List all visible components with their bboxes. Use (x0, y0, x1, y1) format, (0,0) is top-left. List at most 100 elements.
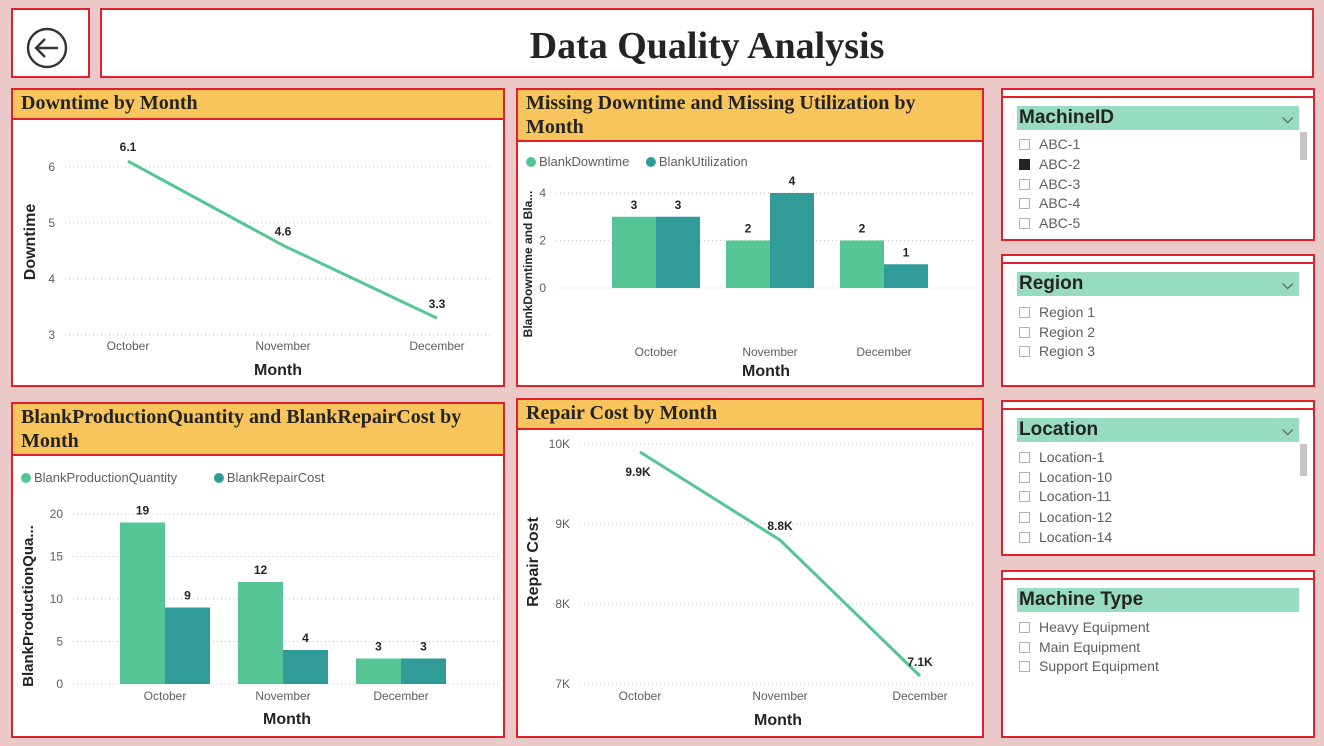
data-label: 3 (375, 640, 382, 654)
region-slicer-header[interactable]: Region ⌵ (1017, 272, 1299, 296)
y-axis-title: BlankDowntime and Bla... (521, 191, 535, 338)
scrollbar[interactable] (1300, 444, 1307, 476)
repair-cost-line (639, 450, 922, 678)
downtime-chart[interactable]: Downtime by Month 6 5 4 3 October November Dec… (11, 88, 505, 387)
y-tick-label: 2 (539, 234, 546, 248)
downtime-chart-title: Downtime by Month (13, 90, 503, 120)
machineid-option[interactable]: ABC-1 (1019, 134, 1080, 154)
data-label: 4 (789, 174, 796, 188)
x-tick-label: October (619, 689, 662, 703)
checkbox-checked[interactable] (1019, 158, 1030, 170)
data-label: 19 (136, 504, 150, 518)
region-slicer-title: Region (1019, 273, 1084, 294)
x-tick-label: November (255, 339, 310, 353)
missing-chart-title: Missing Downtime and Missing Utilization… (518, 90, 982, 142)
x-axis-title: Month (742, 363, 790, 380)
checkbox[interactable] (1019, 197, 1030, 209)
y-tick-label: 0 (539, 281, 546, 295)
checkbox[interactable] (1019, 306, 1030, 318)
bar (165, 607, 210, 684)
y-tick-label: 6 (48, 160, 55, 174)
checkbox[interactable] (1019, 471, 1030, 483)
x-tick-label: October (635, 345, 678, 359)
x-tick-label: December (373, 689, 428, 703)
machineid-option[interactable]: ABC-3 (1019, 174, 1080, 194)
chevron-down-icon[interactable]: ⌵ (1282, 276, 1293, 292)
machinetype-slicer-title: Machine Type (1019, 589, 1144, 610)
x-axis-title: Month (263, 711, 311, 728)
location-option[interactable]: Location-14 (1019, 527, 1112, 547)
blankprod-chart[interactable]: BlankProductionQuantity and BlankRepairC… (11, 402, 505, 738)
location-option[interactable]: Location-12 (1019, 507, 1112, 527)
machinetype-option[interactable]: Main Equipment (1019, 637, 1140, 657)
checkbox[interactable] (1019, 621, 1030, 633)
checkbox[interactable] (1019, 138, 1030, 150)
checkbox[interactable] (1019, 451, 1030, 463)
data-label: 3.3 (429, 297, 446, 311)
repair-chart[interactable]: Repair Cost by Month 10K 9K 8K 7K October Nov… (516, 398, 984, 738)
back-button[interactable] (11, 8, 90, 78)
bar (770, 193, 814, 288)
machineid-option[interactable]: ABC-4 (1019, 193, 1080, 213)
data-label: 2 (745, 222, 752, 236)
y-axis-title: Repair Cost (525, 516, 542, 606)
chevron-down-icon[interactable]: ⌵ (1282, 110, 1293, 126)
missing-chart[interactable]: Missing Downtime and Missing Utilization… (516, 88, 984, 387)
y-tick-label: 5 (56, 635, 63, 649)
blankprod-chart-plot: 20 15 10 5 0 October November December Month Blan… (20, 470, 501, 728)
y-tick-label: 5 (48, 216, 55, 230)
data-label: 9 (184, 589, 191, 603)
bar (656, 216, 700, 288)
legend-label: BlankDowntime (539, 154, 629, 169)
checkbox[interactable] (1019, 178, 1030, 190)
data-label: 4 (302, 631, 309, 645)
bar (356, 658, 401, 684)
checkbox[interactable] (1019, 217, 1030, 229)
data-label: 6.1 (120, 140, 137, 154)
legend-marker (213, 473, 224, 483)
location-slicer[interactable]: Location ⌵ Location-1 Location-10 Locati… (1001, 400, 1315, 556)
machineid-slicer-header[interactable]: MachineID ⌵ (1017, 106, 1299, 130)
machinetype-option[interactable]: Heavy Equipment (1019, 617, 1150, 637)
machinetype-slicer[interactable]: Machine Type Heavy Equipment Main Equipm… (1001, 570, 1315, 738)
y-tick-label: 20 (50, 507, 64, 521)
data-label: 12 (254, 563, 268, 577)
location-option[interactable]: Location-1 (1019, 447, 1104, 467)
checkbox[interactable] (1019, 490, 1030, 502)
y-axis-title: BlankProductionQua... (20, 525, 37, 687)
checkbox[interactable] (1019, 511, 1030, 523)
machineid-slicer-title: MachineID (1019, 107, 1115, 128)
location-option[interactable]: Location-11 (1019, 486, 1111, 506)
machinetype-slicer-header[interactable]: Machine Type (1017, 588, 1299, 612)
checkbox[interactable] (1019, 531, 1030, 543)
bar (884, 264, 928, 288)
x-tick-label: October (107, 339, 150, 353)
machineid-option[interactable]: ABC-5 (1019, 213, 1080, 233)
location-slicer-header[interactable]: Location ⌵ (1017, 418, 1299, 442)
bar (840, 240, 884, 288)
repair-chart-plot: 10K 9K 8K 7K October November December Month Rep… (525, 437, 976, 729)
checkbox[interactable] (1019, 345, 1030, 357)
scrollbar[interactable] (1300, 132, 1307, 160)
checkbox[interactable] (1019, 641, 1030, 653)
missing-chart-plot: 4 2 0 October November December Month BlankDown… (521, 154, 976, 380)
y-tick-label: 3 (48, 328, 55, 342)
chevron-down-icon[interactable]: ⌵ (1282, 422, 1293, 438)
region-option[interactable]: Region 1 (1019, 302, 1095, 322)
repair-chart-title: Repair Cost by Month (518, 400, 982, 430)
x-tick-label: December (409, 339, 464, 353)
region-option[interactable]: Region 2 (1019, 322, 1095, 342)
machineid-slicer[interactable]: MachineID ⌵ ABC-1 ABC-2 ABC-3 ABC-4 ABC-… (1001, 88, 1315, 241)
checkbox[interactable] (1019, 660, 1030, 672)
y-tick-label: 4 (539, 186, 546, 200)
arrow-left-circle-icon (26, 27, 68, 69)
region-option[interactable]: Region 3 (1019, 341, 1095, 361)
location-option[interactable]: Location-10 (1019, 467, 1112, 487)
y-tick-label: 8K (555, 597, 570, 611)
machineid-option[interactable]: ABC-2 (1019, 154, 1080, 174)
checkbox[interactable] (1019, 326, 1030, 338)
region-slicer[interactable]: Region ⌵ Region 1 Region 2 Region 3 (1001, 254, 1315, 387)
legend-marker (526, 157, 536, 167)
y-axis-title: Downtime (22, 204, 39, 281)
machinetype-option[interactable]: Support Equipment (1019, 656, 1159, 676)
